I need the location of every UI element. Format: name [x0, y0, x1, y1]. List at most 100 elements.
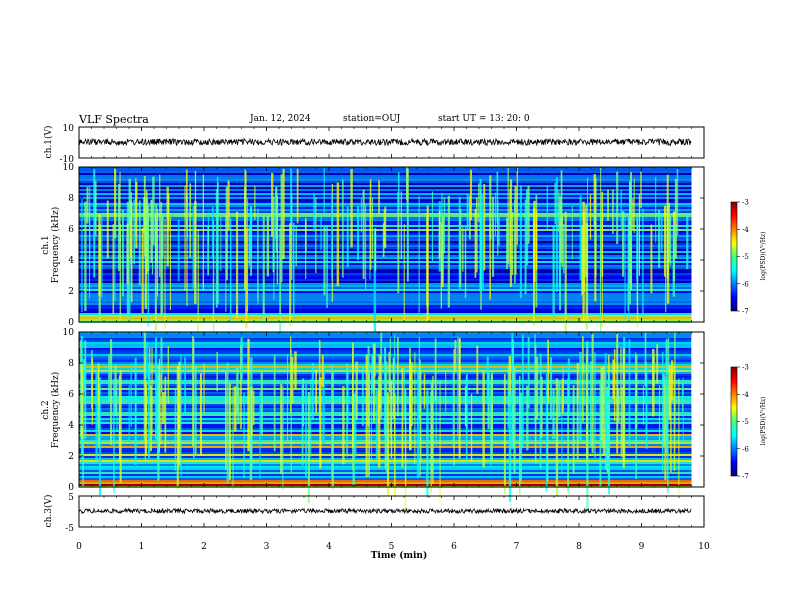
spec1-spike	[147, 216, 149, 327]
spec2-spike	[414, 352, 416, 465]
spec1-spike	[443, 197, 446, 254]
spec2-band	[79, 480, 692, 482]
ch1-spectrogram-ylabel: ch.1Frequency (kHz)	[41, 207, 61, 284]
colorbar-tick-label: -6	[742, 445, 749, 453]
x-tick-label: 2	[201, 542, 207, 552]
spec1-band	[79, 269, 692, 271]
spec1-spike	[669, 216, 672, 266]
spec1-spike	[650, 224, 653, 294]
spec1-spike	[216, 182, 219, 305]
spec2-spike	[659, 385, 661, 441]
spec1-spike	[526, 189, 529, 266]
spec2-band	[79, 482, 692, 484]
y-tick-label: 6	[68, 390, 74, 400]
spec2-spike	[81, 363, 83, 440]
spec2-spike	[243, 392, 245, 479]
spec1-band	[79, 203, 692, 205]
spec2-spike	[331, 364, 333, 477]
spec2-spike	[145, 389, 148, 424]
spec2-spike	[394, 393, 396, 499]
spec1-spike	[524, 199, 527, 295]
spec1-spike	[607, 189, 609, 221]
x-tick-label: 1	[139, 542, 145, 552]
spec2-spike	[167, 346, 169, 404]
spec2-spike	[439, 381, 441, 504]
spec2-spike	[423, 373, 426, 409]
spec2-spike	[635, 389, 638, 479]
spec1-spike	[509, 179, 513, 287]
spec1-band	[79, 271, 692, 273]
spec1-spike	[202, 174, 205, 291]
spec1-spike	[245, 171, 247, 231]
spec2-spike	[342, 386, 345, 465]
spec1-spike	[508, 211, 510, 267]
spec1-spike	[212, 220, 215, 336]
spec1-spike	[378, 180, 380, 215]
spec2-spike	[616, 333, 619, 454]
spec1-spike	[406, 174, 408, 216]
spec1-spike	[561, 215, 564, 267]
spec1-spike	[371, 197, 374, 259]
spec2-spike	[145, 341, 149, 379]
spec1-spike	[497, 214, 500, 247]
spec2-spike	[390, 380, 393, 459]
spec1-spike	[145, 198, 149, 261]
spec2-spike	[602, 365, 606, 456]
spec1-band	[79, 185, 692, 187]
spec1-spike	[186, 196, 189, 239]
spec1-band	[79, 253, 692, 255]
spec2-band	[79, 468, 692, 470]
spec1-spike	[197, 228, 199, 335]
spec1-spike	[326, 226, 328, 309]
colorbar-tick-label: -3	[742, 199, 749, 207]
x-tick-label: 5	[389, 542, 395, 552]
spec1-spike	[81, 198, 83, 313]
spec2-spike	[434, 338, 437, 400]
spec2-spike	[540, 376, 543, 438]
spec2-spike	[315, 369, 317, 413]
y-tick-label: 2	[68, 287, 74, 297]
spec2-empty	[691, 332, 704, 487]
spec2-band	[79, 472, 692, 474]
ch3-waveform-line	[78, 507, 692, 515]
spec1-spike	[431, 191, 434, 262]
spec2-spike	[354, 391, 357, 457]
colorbar-tick-label: -7	[742, 308, 749, 316]
spec1-band	[79, 297, 692, 299]
spec1-spike	[207, 225, 210, 276]
date-label: Jan. 12, 2024	[250, 114, 311, 124]
colorbar-tick-label: -7	[742, 473, 749, 481]
spec2-spike	[194, 366, 197, 457]
spec1-band	[79, 199, 692, 201]
spec1-spike	[166, 186, 169, 267]
spec1-spike	[373, 228, 377, 346]
spec2-spike	[282, 385, 284, 490]
spec2-spike	[176, 365, 179, 490]
spec2-spike	[482, 371, 485, 468]
spec2-spike	[579, 351, 582, 441]
spec2-spike	[372, 343, 376, 423]
spec2-spike	[98, 382, 100, 448]
spec2-spike	[490, 374, 493, 461]
spec1-spike	[254, 185, 256, 221]
spec2-spike	[558, 380, 561, 418]
spec1-band	[79, 167, 692, 169]
spec2-band	[79, 470, 692, 472]
spec2-spike	[552, 389, 555, 439]
spec2-spike	[535, 356, 539, 420]
spec2-spike	[98, 377, 102, 496]
spec1-spike	[674, 178, 677, 259]
spec2-spike	[642, 385, 644, 425]
spec2-spike	[97, 364, 100, 406]
spec1-spike	[582, 201, 585, 323]
spec1-spike	[225, 186, 228, 281]
spec1-spike	[159, 174, 161, 278]
spec1-spike	[564, 211, 567, 335]
spec2-spike	[607, 372, 611, 495]
spec1-spike	[478, 183, 480, 223]
spec2-spike	[404, 389, 407, 512]
spec2-spike	[154, 337, 158, 440]
spec2-spike	[511, 333, 514, 450]
spec1-spike	[665, 205, 667, 313]
